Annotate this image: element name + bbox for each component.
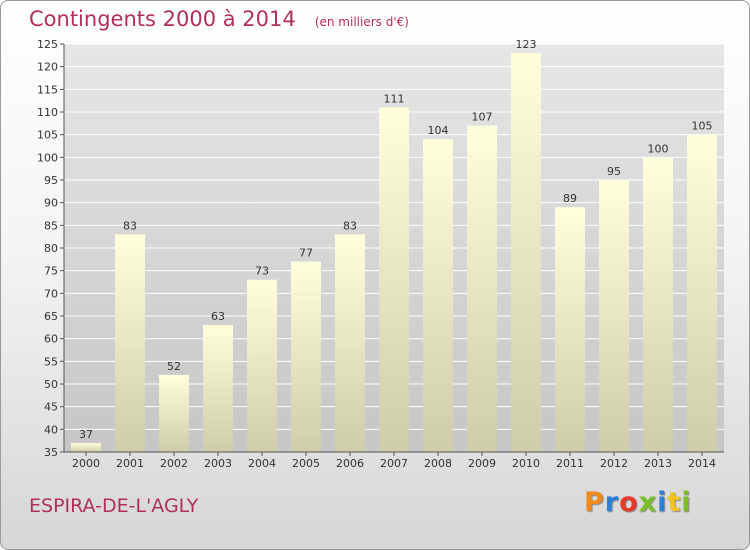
bar-2000 [71,442,101,452]
y-tick-label: 65 [44,310,58,323]
data-label-2004: 73 [255,265,269,278]
data-label-2009: 107 [472,111,493,124]
bar-2011 [555,207,585,452]
commune-name: ESPIRA-DE-L'AGLY [29,495,199,517]
x-tick-label-2006: 2006 [336,457,364,470]
logo-letter: x [638,487,658,518]
y-tick-label: 110 [37,106,58,119]
y-tick-label: 55 [44,355,58,368]
bars: 37 83 52 63 73 77 83 111 104 107 123 89 95 100 105 [71,38,717,453]
data-label-2013: 100 [648,142,669,155]
y-tick-label: 85 [44,219,58,232]
x-tick-label-2008: 2008 [424,457,452,470]
bar-2013 [643,157,673,453]
x-tick-label-2002: 2002 [160,457,188,470]
y-tick-label: 115 [37,83,58,96]
y-tick-label: 95 [44,174,58,187]
logo-letter: r [604,487,620,518]
chart-title: Contingents 2000 à 2014 [29,7,296,31]
x-tick-label-2009: 2009 [468,457,496,470]
data-label-2001: 83 [123,219,137,232]
data-label-2006: 83 [343,219,357,232]
bar-2002 [159,374,189,452]
bar-2007 [379,107,409,452]
x-tick-label-2010: 2010 [512,457,540,470]
data-label-2003: 63 [211,310,225,323]
data-label-2011: 89 [563,192,577,205]
y-tick-label: 50 [44,378,58,391]
bar-2004 [247,279,277,452]
bar-2005 [291,261,321,452]
bar-2012 [599,180,629,452]
data-label-2008: 104 [428,124,449,137]
bar-2009 [467,125,497,452]
data-label-2002: 52 [167,360,181,373]
y-tick-label: 90 [44,197,58,210]
logo-letter: o [619,487,639,518]
data-label-2014: 105 [692,120,713,133]
proxiti-logo[interactable]: Proxiti [584,487,692,518]
chart-unit: (en milliers d'€) [314,15,409,29]
bar-2003 [203,325,233,452]
y-tick-label: 120 [37,61,58,74]
y-tick-label: 60 [44,333,58,346]
data-label-2000: 37 [79,428,93,441]
x-tick-label-2004: 2004 [248,457,276,470]
y-tick-label: 70 [44,287,58,300]
x-tick-label-2007: 2007 [380,457,408,470]
bar-2014 [687,134,717,452]
logo-letter: t [667,487,682,518]
x-tick-label-2000: 2000 [72,457,100,470]
x-tick-label-2001: 2001 [116,457,144,470]
data-label-2007: 111 [384,92,405,105]
data-label-2005: 77 [299,247,313,260]
y-tick-label: 75 [44,265,58,278]
x-tick-label-2013: 2013 [644,457,672,470]
y-tick-label: 35 [44,446,58,459]
data-label-2010: 123 [516,38,537,51]
x-tick-label-2014: 2014 [688,457,716,470]
logo-letter: i [657,487,668,518]
y-tick-label: 40 [44,423,58,436]
x-tick-label-2003: 2003 [204,457,232,470]
x-tick-label-2012: 2012 [600,457,628,470]
y-tick-label: 45 [44,401,58,414]
data-label-2012: 95 [607,165,621,178]
y-tick-label: 100 [37,151,58,164]
bar-2010 [511,53,541,453]
y-tick-label: 80 [44,242,58,255]
axes: 35 40 45 50 55 60 65 70 75 80 85 90 95 100 105 110 115 12… [37,38,724,470]
x-tick-label-2005: 2005 [292,457,320,470]
bar-2001 [115,234,145,452]
bar-2006 [335,234,365,452]
x-tick-label-2011: 2011 [556,457,584,470]
title-row: Contingents 2000 à 2014 (en milliers d'€… [29,7,409,31]
y-tick-label: 125 [37,38,58,51]
y-tick-label: 105 [37,129,58,142]
logo-letter: i [681,487,692,518]
bar-2008 [423,139,453,452]
logo-letter: P [584,487,605,518]
